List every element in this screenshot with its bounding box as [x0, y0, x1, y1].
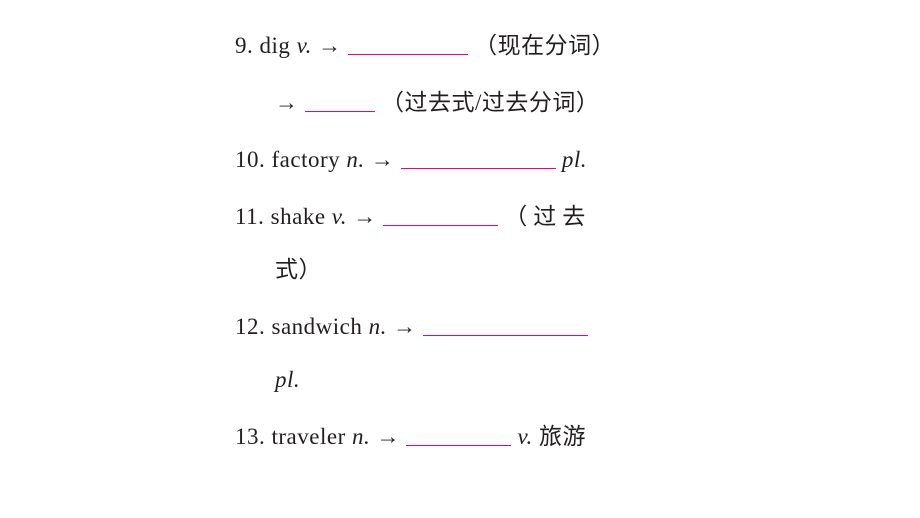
item-word: shake — [271, 204, 326, 229]
fill-blank[interactable] — [401, 146, 556, 169]
exercise-item: 10. factory n. → pl. — [235, 144, 705, 171]
fill-blank[interactable] — [423, 313, 588, 336]
item-number: 10. — [235, 147, 265, 172]
arrow-icon: → — [275, 89, 299, 115]
arrow-icon: → — [371, 146, 395, 172]
item-word: traveler — [272, 424, 346, 449]
fill-blank[interactable] — [348, 32, 468, 55]
item-number: 9. — [235, 33, 253, 58]
exercise-item-continuation: 式） — [235, 258, 705, 281]
exercise-list: 9. dig v. → （现在分词） → （过去式/过去分词） 10. fact… — [235, 30, 705, 478]
trail-text: 旅游 — [539, 424, 586, 449]
arrow-icon: → — [318, 32, 342, 58]
item-word: factory — [272, 147, 341, 172]
arrow-icon: → — [376, 423, 400, 449]
item-word: sandwich — [272, 314, 363, 339]
part-of-speech: v. — [332, 204, 347, 229]
arrow-icon: → — [393, 313, 417, 339]
part-of-speech: n. — [352, 424, 370, 449]
trail-label: pl. — [562, 147, 587, 172]
note-text: 式） — [275, 257, 322, 282]
item-number: 13. — [235, 424, 265, 449]
exercise-item-continuation: → （过去式/过去分词） — [235, 87, 705, 114]
part-of-speech: v. — [297, 33, 312, 58]
fill-blank[interactable] — [383, 203, 498, 226]
item-number: 11. — [235, 204, 264, 229]
part-of-speech: n. — [346, 147, 364, 172]
arrow-icon: → — [353, 203, 377, 229]
trail-label: v. — [517, 424, 532, 449]
note-text: （过去 — [504, 204, 591, 229]
part-of-speech: n. — [369, 314, 387, 339]
exercise-item: 9. dig v. → （现在分词） — [235, 30, 705, 57]
item-word: dig — [260, 33, 291, 58]
note-text: （现在分词） — [474, 33, 615, 58]
item-number: 12. — [235, 314, 265, 339]
trail-label: pl. — [275, 367, 300, 392]
exercise-item-continuation: pl. — [235, 368, 705, 391]
note-text: （过去式/过去分词） — [381, 90, 599, 115]
exercise-item: 13. traveler n. → v. 旅游 — [235, 421, 705, 448]
exercise-item: 12. sandwich n. → — [235, 311, 705, 338]
exercise-item: 11. shake v. → （过去 — [235, 201, 705, 228]
fill-blank[interactable] — [406, 423, 511, 446]
fill-blank[interactable] — [305, 89, 375, 112]
